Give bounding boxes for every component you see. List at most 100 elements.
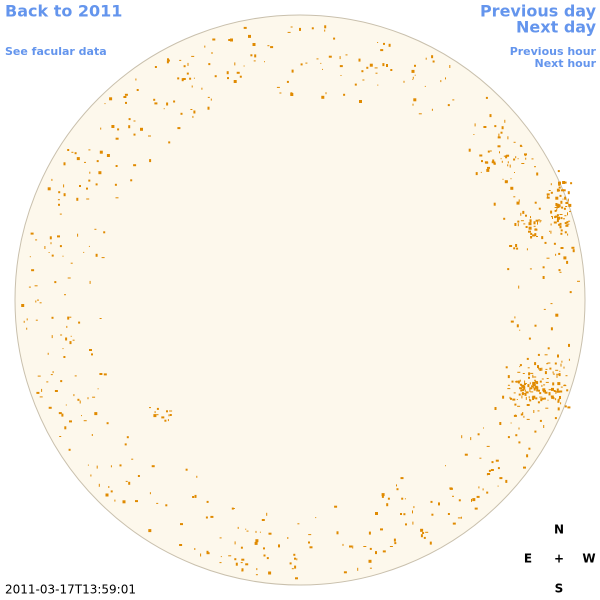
facula (58, 191, 61, 194)
facula (563, 385, 567, 387)
facula (550, 223, 552, 226)
facula (510, 178, 512, 180)
facula (486, 491, 489, 494)
facula (560, 402, 562, 405)
facula (558, 186, 561, 189)
facula (547, 347, 550, 350)
facula (366, 66, 369, 69)
facula (67, 316, 70, 320)
facula (500, 158, 502, 160)
facula (558, 269, 561, 272)
facula (518, 393, 521, 396)
facula (169, 414, 172, 416)
facula (487, 473, 491, 475)
facular-link[interactable]: See facular data (5, 45, 107, 58)
facula (516, 324, 519, 328)
facula (488, 469, 491, 472)
facula (156, 407, 159, 410)
facula (227, 77, 229, 80)
facula (541, 367, 543, 371)
facula (559, 370, 561, 372)
facula (253, 60, 256, 62)
facula (516, 201, 520, 205)
facula (487, 150, 490, 153)
facula (64, 294, 66, 296)
facula (255, 574, 258, 576)
facula (537, 221, 538, 225)
facula (343, 93, 346, 96)
facula (566, 221, 569, 224)
facula (243, 65, 245, 67)
facula (445, 77, 446, 80)
previous-day-link[interactable]: Previous day (480, 2, 597, 21)
facula (336, 531, 339, 535)
facula (69, 420, 72, 423)
facula (577, 280, 580, 282)
facula (98, 483, 100, 487)
facula (540, 398, 543, 402)
facula (559, 271, 562, 273)
facula (324, 25, 327, 29)
facula (37, 299, 39, 301)
facula (507, 161, 509, 164)
facula (226, 71, 229, 75)
facula (528, 337, 531, 340)
facula (83, 251, 85, 253)
facula (103, 231, 106, 234)
facula (50, 374, 53, 376)
facula (517, 220, 520, 223)
facula (530, 372, 534, 374)
facula (369, 63, 373, 67)
facula (516, 399, 518, 400)
facula (538, 367, 540, 370)
facula (513, 141, 516, 143)
facula (543, 397, 546, 400)
facula (26, 318, 28, 321)
facula (205, 516, 208, 519)
facula (501, 160, 503, 163)
facula (377, 84, 379, 86)
facula (89, 171, 91, 174)
facula (325, 92, 327, 95)
facula (516, 247, 519, 250)
facula (243, 26, 247, 29)
previous-hour-link[interactable]: Previous hour (510, 45, 597, 58)
facula (179, 59, 182, 61)
facula (518, 441, 521, 444)
facula (569, 291, 572, 294)
facula (339, 56, 341, 60)
facula (546, 363, 549, 365)
facula (559, 390, 563, 393)
facula (563, 256, 567, 260)
facula (87, 464, 89, 466)
facula (571, 246, 575, 249)
facula (525, 391, 529, 394)
facula (510, 397, 512, 400)
facula (550, 327, 553, 331)
facula (35, 319, 38, 321)
facula (557, 407, 560, 411)
facula (507, 375, 510, 379)
facula (531, 158, 534, 160)
facula (549, 230, 550, 232)
facula (412, 103, 414, 106)
facula (180, 523, 183, 526)
facula (50, 242, 52, 245)
facula (501, 126, 504, 130)
facula (95, 183, 98, 186)
facula (339, 65, 343, 68)
facula (62, 255, 64, 257)
facula (99, 150, 103, 154)
back-link[interactable]: Back to 2011 (5, 2, 122, 21)
facula (523, 415, 525, 418)
facula (37, 375, 41, 377)
facula (563, 207, 566, 210)
next-day-link[interactable]: Next day (516, 18, 597, 37)
facula (481, 160, 483, 163)
facula (520, 413, 523, 416)
facula (81, 415, 82, 417)
next-hour-link[interactable]: Next hour (535, 57, 597, 70)
facula (69, 316, 72, 318)
facula (524, 154, 526, 157)
